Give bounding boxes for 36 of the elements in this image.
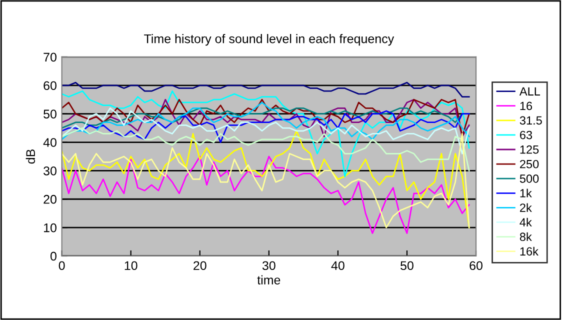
x-tick-label: 10 [124,261,138,270]
y-axis-title: dB [26,149,36,164]
line-series [62,156,470,234]
y-tick-label: 0 [50,252,56,261]
legend-label: 250 [520,160,539,168]
legend-label: 2k [520,203,532,212]
x-tick-label: 60 [470,261,482,270]
chart-title: Time history of sound level in each frequency [144,34,394,46]
y-tick-label: 60 [44,81,56,90]
y-tick-label: 10 [44,223,56,232]
legend-label: 63 [520,130,532,140]
line-series [62,107,470,154]
line-series [62,82,470,98]
y-tick-label: 50 [44,110,56,118]
legend-label: 4k [520,218,532,226]
legend-label: 16 [520,102,532,110]
y-tick-label: 70 [44,52,56,62]
x-tick-label: 20 [194,261,206,270]
y-tick-label: 30 [44,166,56,176]
x-axis-title: time [257,275,280,284]
x-tick-label: 40 [331,261,344,270]
y-tick-label: 40 [43,138,56,147]
line-series [62,110,470,143]
legend-label: 125 [520,145,539,154]
legend-label: 1k [520,188,532,198]
legend-label: 8k [520,232,532,242]
legend-label: 16k [520,246,538,256]
legend-label: 31.5 [520,116,542,125]
x-tick-label: 50 [400,261,414,270]
legend-label: ALL [519,87,540,96]
y-tick-label: 20 [44,194,56,204]
legend-label: 500 [520,174,539,183]
line-series [62,127,470,172]
x-tick-label: 30 [262,261,276,270]
line-series [62,90,470,178]
x-tick-label: 0 [58,261,65,270]
